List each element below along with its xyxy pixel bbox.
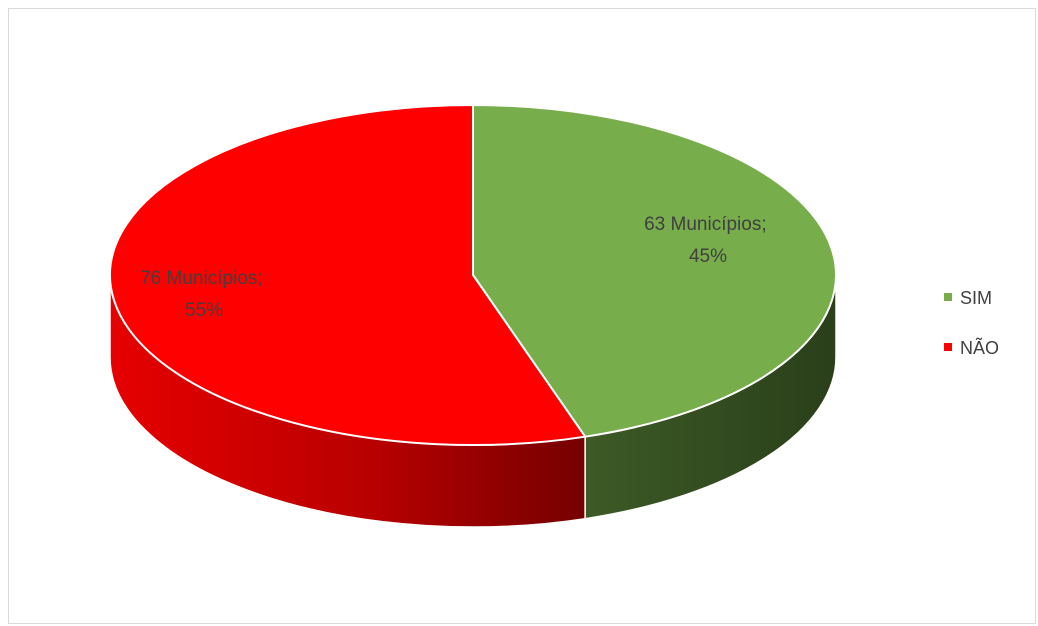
legend-swatch-sim <box>944 293 952 301</box>
legend-label-sim: SIM <box>960 288 992 308</box>
data-label-sim-percent: 45% <box>689 246 727 267</box>
data-label-nao-percent: 55% <box>185 300 223 321</box>
data-label-nao: 76 Municípios; 55% <box>140 268 268 321</box>
legend-label-nao: NÃO <box>960 337 999 358</box>
data-labels: 63 Municípios; 45% 76 Municípios; 55% <box>140 214 772 321</box>
legend-swatch-nao <box>944 343 952 351</box>
data-label-nao-count: 76 Municípios; <box>140 268 263 289</box>
data-label-sim: 63 Municípios; 45% <box>644 214 772 267</box>
pie-slice-nao <box>109 104 587 446</box>
pie-tops <box>109 104 837 446</box>
data-label-sim-count: 63 Municípios; <box>644 214 767 235</box>
pie-slice-sim <box>472 104 837 438</box>
legend: SIM NÃO <box>944 288 999 358</box>
